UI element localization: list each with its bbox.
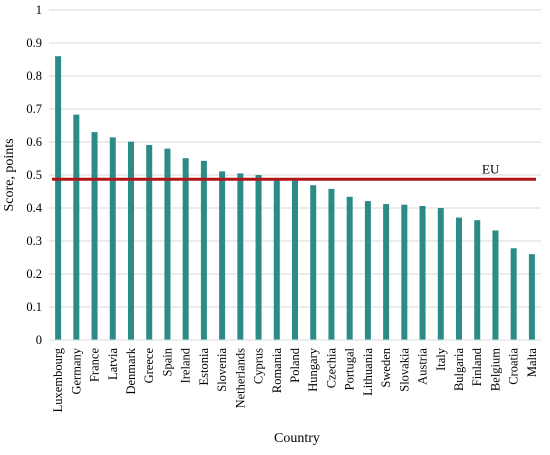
x-tick-label: Spain	[160, 347, 174, 376]
bar	[474, 220, 481, 340]
x-tick-label: Ireland	[179, 347, 193, 383]
bars	[55, 56, 535, 340]
y-tick-label: 0.3	[26, 234, 42, 248]
x-tick-label: Slovenia	[215, 348, 229, 392]
bar	[219, 171, 226, 340]
x-tick-label: Estonia	[197, 348, 211, 386]
bar	[401, 204, 408, 340]
x-tick-label: Bulgaria	[452, 348, 466, 391]
bar	[492, 230, 499, 340]
bar	[91, 132, 98, 340]
reference-line-group: EU	[52, 161, 536, 181]
reference-line-label: EU	[482, 161, 500, 176]
x-tick-label: Czechia	[324, 348, 338, 389]
x-tick-label: Netherlands	[233, 348, 247, 409]
x-axis-ticks: Luxembourg Germany France Latvia Denmark Gree…	[51, 347, 539, 412]
x-tick-label: Luxembourg	[51, 347, 65, 412]
y-tick-label: 0.5	[26, 168, 42, 182]
y-tick-label: 0.8	[26, 69, 42, 83]
x-tick-label: Denmark	[124, 347, 138, 394]
x-tick-label: Lithuania	[361, 348, 375, 396]
y-axis-title: Score, points	[2, 138, 17, 211]
bar	[364, 201, 371, 340]
bar	[164, 148, 171, 340]
bar	[456, 217, 462, 340]
bar	[437, 208, 444, 340]
bar	[182, 158, 189, 340]
bar	[528, 254, 535, 340]
bar	[73, 114, 80, 340]
x-tick-label: Italy	[434, 347, 448, 371]
y-tick-label: 0.6	[26, 135, 42, 149]
bar	[200, 160, 207, 340]
y-axis-ticks: 0 0.1 0.2 0.3 0.4 0.5 0.6 0.7 0.8 0.9 1	[26, 3, 42, 347]
y-tick-label: 0.7	[26, 102, 42, 116]
bar	[146, 144, 153, 340]
bar	[510, 248, 517, 340]
y-tick-label: 0.1	[26, 300, 42, 314]
bar	[273, 178, 280, 340]
x-tick-label: Malta	[525, 348, 539, 378]
y-tick-label: 0.9	[26, 36, 42, 50]
bar	[109, 137, 116, 340]
x-tick-label: Germany	[69, 347, 83, 394]
bar	[419, 206, 426, 340]
x-tick-label: Latvia	[106, 348, 120, 380]
x-tick-label: France	[88, 348, 102, 382]
bar	[310, 185, 317, 340]
x-tick-label: Croatia	[507, 348, 521, 385]
bar	[383, 204, 390, 340]
bar	[55, 56, 62, 340]
x-tick-label: Portugal	[343, 347, 357, 390]
bar	[346, 196, 353, 340]
bar	[292, 180, 298, 340]
x-tick-label: Sweden	[379, 347, 393, 387]
y-tick-label: 0.2	[26, 267, 42, 281]
x-tick-label: Hungary	[306, 347, 320, 391]
x-tick-label: Romania	[270, 348, 284, 394]
bar	[237, 173, 244, 340]
x-tick-label: Finland	[470, 347, 484, 386]
x-tick-label: Cyprus	[252, 348, 266, 384]
x-tick-label: Slovakia	[397, 348, 411, 392]
bar	[128, 141, 134, 340]
x-tick-label: Poland	[288, 347, 302, 382]
y-tick-label: 0	[36, 333, 42, 347]
x-axis-title: Country	[274, 431, 320, 446]
bar	[255, 175, 262, 340]
x-tick-label: Austria	[416, 348, 430, 385]
x-tick-label: Greece	[142, 348, 156, 384]
y-tick-label: 0.4	[26, 201, 42, 215]
bar	[328, 188, 335, 340]
x-tick-label: Belgium	[488, 348, 502, 391]
y-tick-label: 1	[36, 3, 42, 17]
